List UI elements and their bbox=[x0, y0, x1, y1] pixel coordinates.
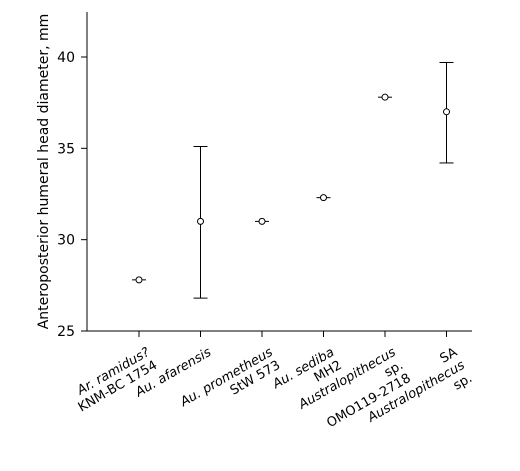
y-tick-label: 35 bbox=[57, 141, 75, 157]
data-point bbox=[320, 194, 327, 202]
data-point bbox=[258, 217, 266, 225]
data-point bbox=[135, 276, 143, 284]
data-marks bbox=[132, 61, 454, 299]
y-tick-label: 25 bbox=[57, 324, 75, 340]
data-point bbox=[443, 108, 450, 116]
y-axis-label: Anteroposterior humeral head diameter, m… bbox=[36, 14, 52, 330]
y-ticks: 25 30 35 40 bbox=[57, 50, 447, 340]
data-point bbox=[381, 93, 389, 101]
y-tick-label: 30 bbox=[57, 233, 75, 249]
data-point bbox=[197, 217, 204, 225]
y-tick-label: 40 bbox=[57, 50, 75, 66]
axes bbox=[86, 12, 472, 332]
